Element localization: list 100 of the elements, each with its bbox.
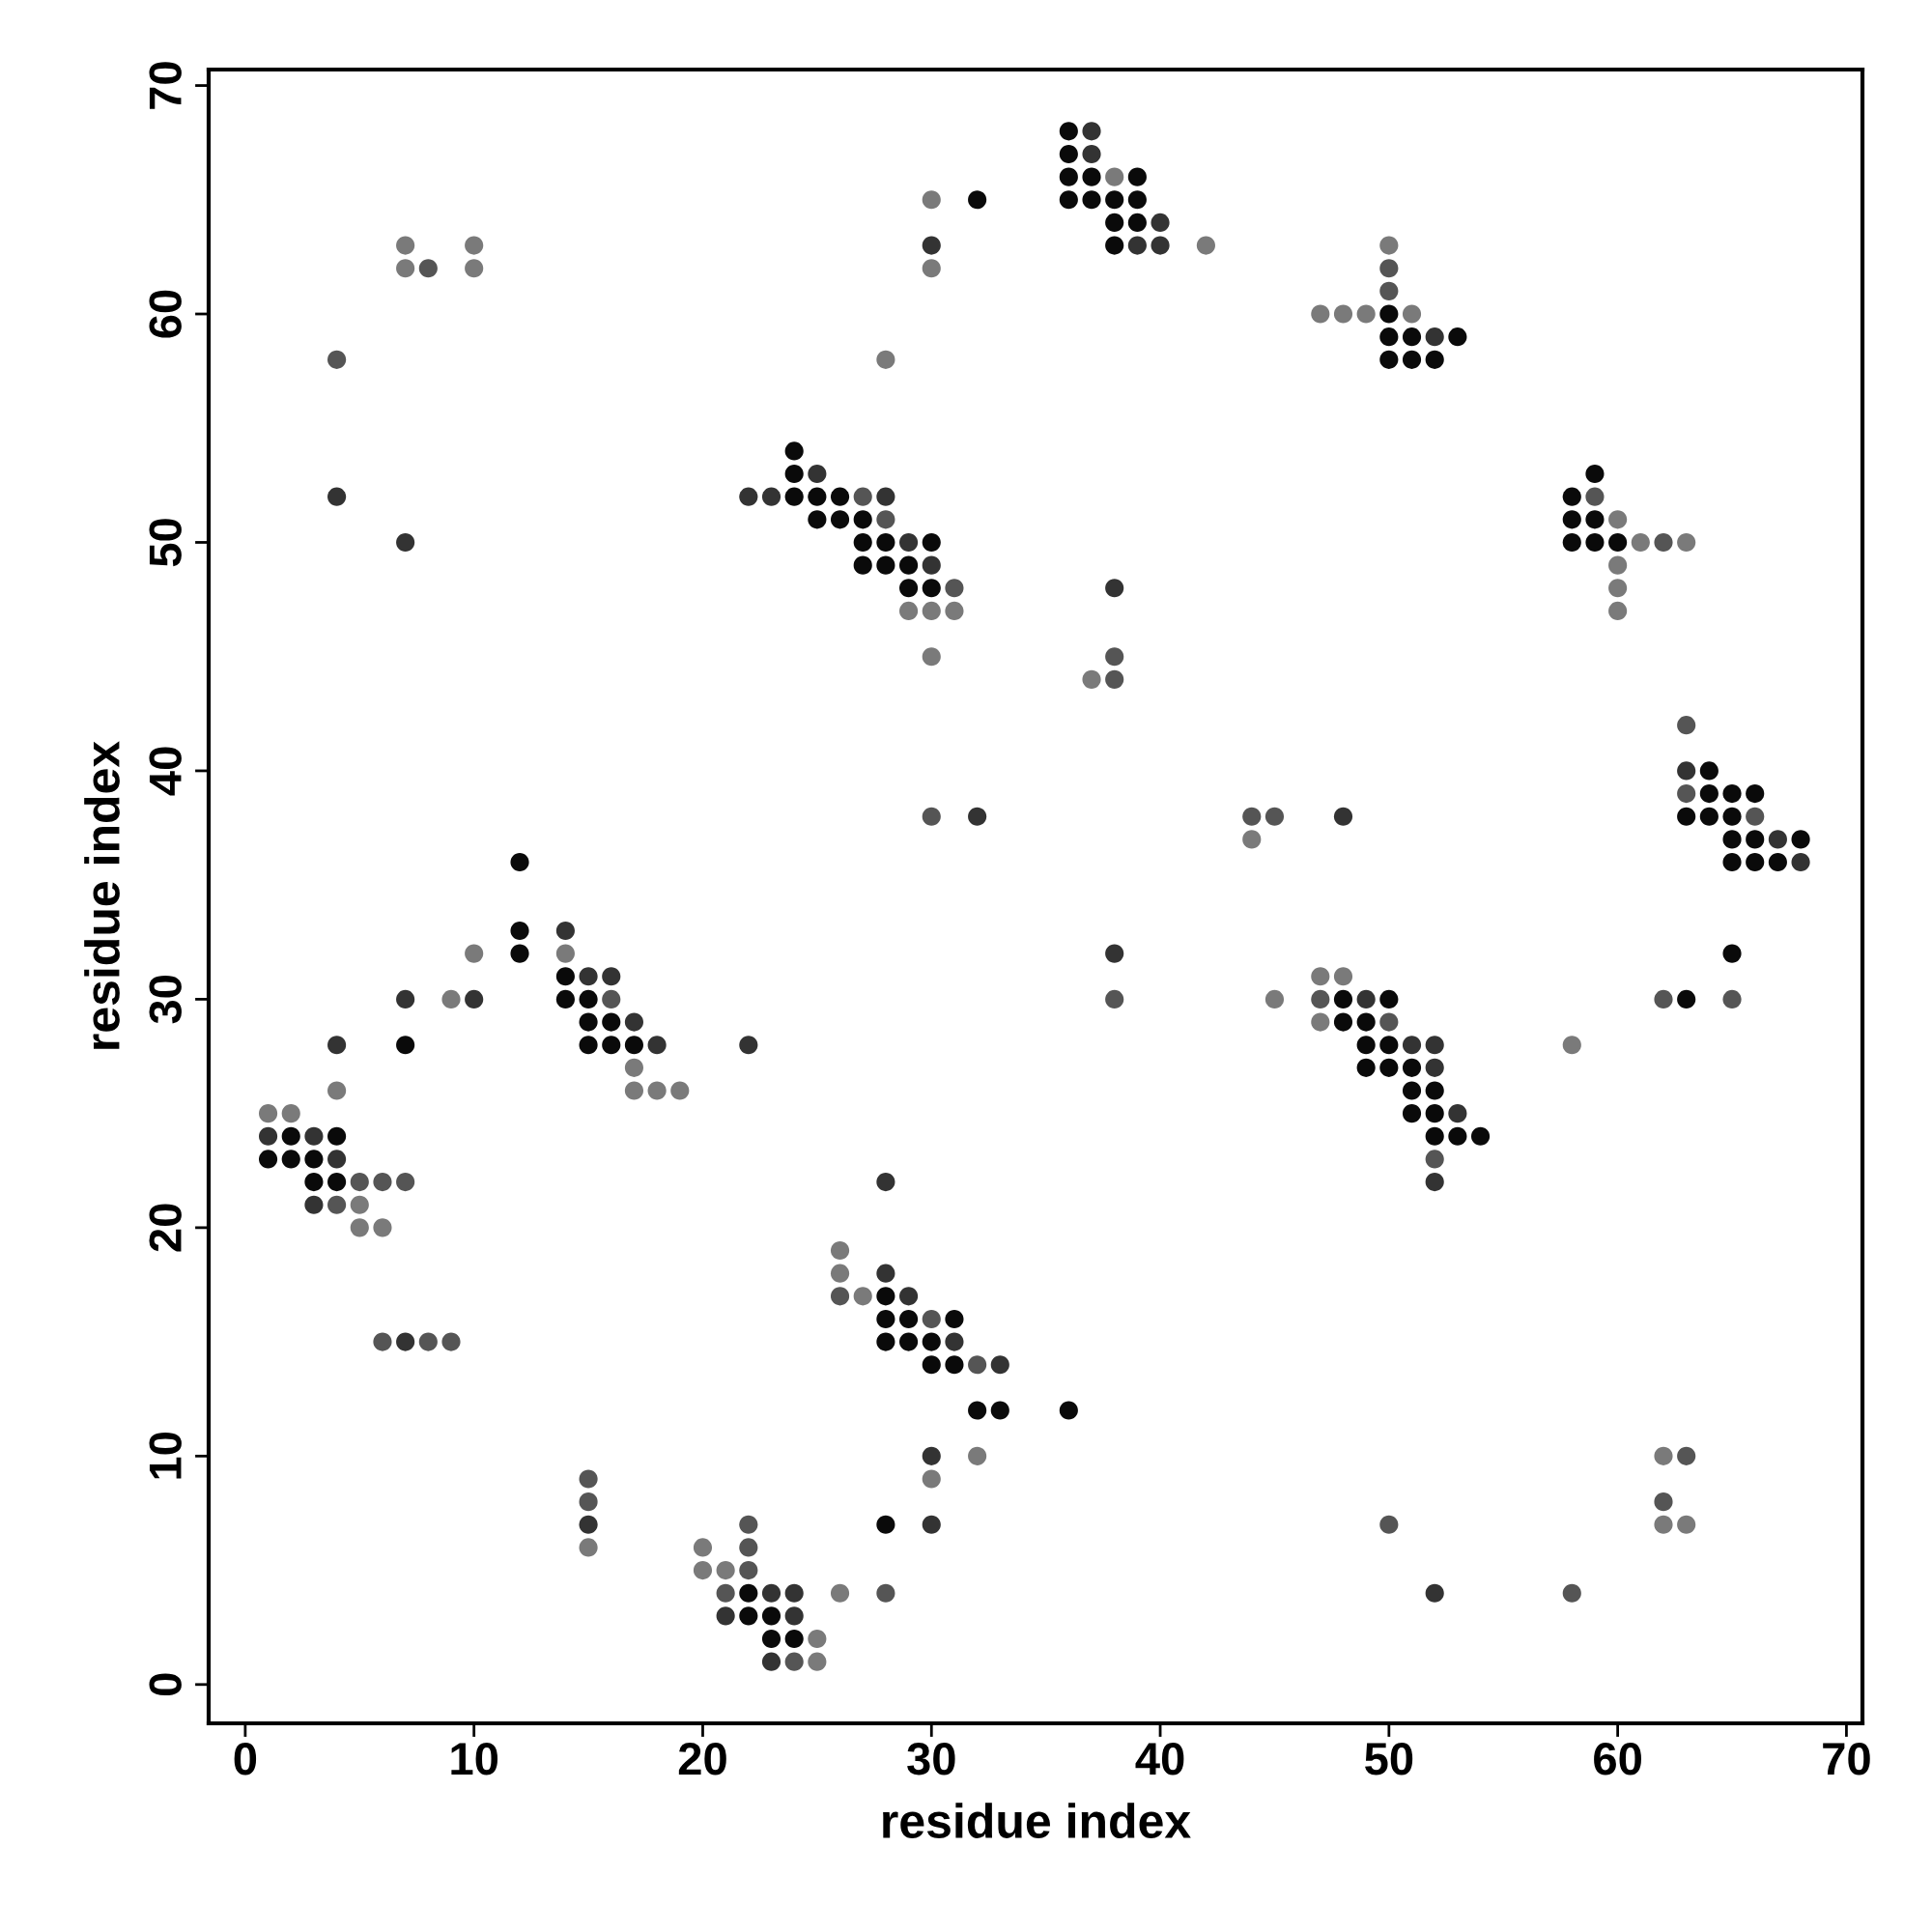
point — [876, 1264, 895, 1283]
point — [304, 1195, 324, 1214]
point — [945, 601, 964, 620]
point — [761, 487, 781, 506]
y-tick-label: 70 — [149, 62, 182, 109]
point — [739, 1515, 758, 1534]
point — [373, 1332, 392, 1351]
point — [1562, 1583, 1581, 1603]
point — [1264, 807, 1285, 826]
point — [1608, 555, 1628, 575]
point — [396, 532, 415, 553]
point — [327, 1195, 347, 1214]
point — [327, 487, 347, 506]
point — [1311, 304, 1330, 324]
point — [1379, 259, 1399, 278]
x-tick-label: 0 — [234, 1743, 257, 1776]
point — [579, 1515, 598, 1534]
point — [1311, 967, 1330, 986]
point — [945, 1332, 964, 1351]
point — [327, 1081, 347, 1100]
point — [739, 1538, 758, 1557]
point — [876, 510, 895, 529]
point — [1562, 1036, 1581, 1055]
point — [1425, 1173, 1444, 1192]
point — [418, 259, 438, 278]
point — [1654, 989, 1673, 1009]
point — [579, 1492, 598, 1512]
point — [1654, 1446, 1673, 1465]
point — [784, 1606, 804, 1626]
point — [922, 1469, 941, 1489]
point — [1379, 281, 1399, 300]
point — [716, 1583, 735, 1603]
x-tick-label: 60 — [1594, 1743, 1641, 1776]
point — [1196, 236, 1215, 255]
point — [465, 944, 484, 963]
point — [602, 989, 621, 1009]
point — [396, 1332, 415, 1351]
point — [784, 1583, 804, 1603]
point — [1151, 213, 1170, 232]
point — [693, 1561, 713, 1580]
point — [922, 236, 941, 255]
y-tick-label: 50 — [149, 519, 182, 567]
point — [1379, 236, 1399, 255]
point — [968, 807, 987, 826]
point — [1242, 830, 1262, 849]
point — [830, 1287, 850, 1306]
y-tick-label: 10 — [149, 1433, 182, 1479]
point — [579, 1469, 598, 1489]
point — [716, 1606, 735, 1626]
point — [1105, 669, 1124, 689]
point — [1654, 1515, 1673, 1534]
point — [922, 1515, 941, 1534]
point — [396, 989, 415, 1009]
point — [693, 1538, 713, 1557]
point — [1333, 807, 1353, 826]
point — [602, 967, 621, 986]
point — [396, 236, 415, 255]
point — [624, 1012, 643, 1032]
point — [830, 1264, 850, 1283]
point — [327, 350, 347, 369]
point — [716, 1561, 735, 1580]
point — [1631, 532, 1650, 553]
point — [327, 1150, 347, 1169]
point — [555, 944, 575, 963]
point — [1722, 989, 1742, 1009]
y-tick-label: 0 — [149, 1673, 182, 1696]
x-tick-label: 50 — [1365, 1743, 1413, 1776]
point — [1311, 989, 1330, 1009]
point — [1082, 122, 1101, 141]
point — [1425, 1150, 1444, 1169]
point — [396, 1173, 415, 1192]
point — [1105, 989, 1124, 1009]
point — [441, 989, 461, 1009]
point — [579, 967, 598, 986]
point — [1608, 601, 1628, 620]
point — [1105, 579, 1124, 598]
point — [579, 1538, 598, 1557]
y-tick-label: 30 — [149, 976, 182, 1024]
point — [624, 1058, 643, 1077]
point — [830, 1583, 850, 1603]
point — [876, 350, 895, 369]
point — [465, 989, 484, 1009]
point — [1746, 807, 1765, 826]
point — [396, 259, 415, 278]
point — [784, 1652, 804, 1671]
point — [1379, 1012, 1399, 1032]
point — [281, 1104, 300, 1123]
point — [922, 1309, 941, 1329]
point — [1608, 579, 1628, 598]
point — [1791, 852, 1810, 872]
point — [1105, 167, 1124, 186]
point — [1402, 304, 1422, 324]
point — [1402, 1036, 1422, 1055]
point — [465, 259, 484, 278]
point — [1127, 236, 1147, 255]
y-tick-label: 60 — [149, 290, 182, 338]
point — [853, 1287, 872, 1306]
x-tick-label: 30 — [907, 1743, 955, 1776]
point — [899, 532, 919, 553]
point — [990, 1355, 1009, 1375]
